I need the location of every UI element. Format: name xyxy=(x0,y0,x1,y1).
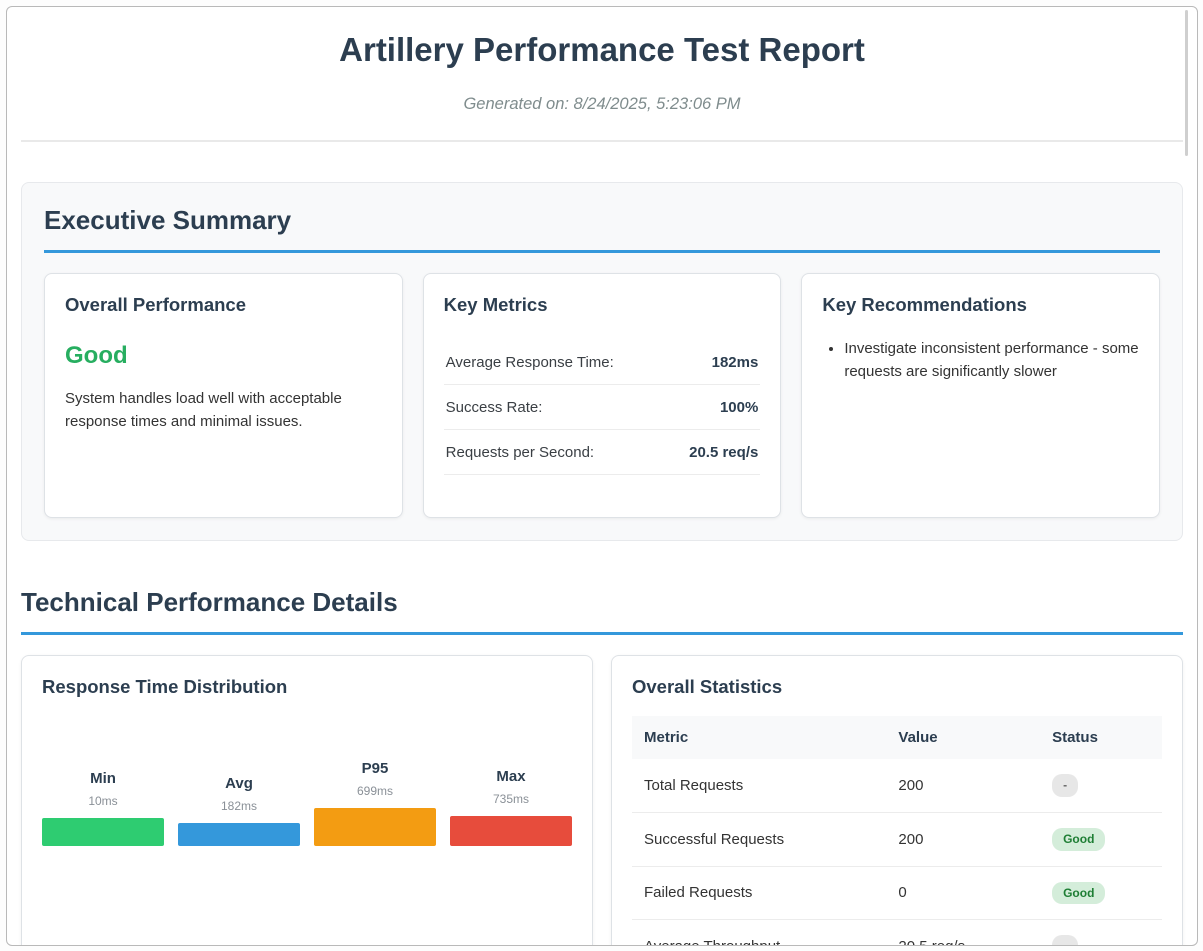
bar-value: 699ms xyxy=(356,784,394,798)
stat-metric: Failed Requests xyxy=(632,866,887,921)
overall-statistics-heading: Overall Statistics xyxy=(632,676,783,697)
status-badge: Good xyxy=(1052,827,1106,851)
executive-summary-heading: Executive Summary xyxy=(44,205,1160,253)
bar-value: 10ms xyxy=(88,794,118,808)
bar-item-min: Min 10ms xyxy=(42,770,164,846)
table-row: Failed Requests 0 Good xyxy=(632,866,1162,921)
bar-min xyxy=(42,818,164,846)
key-recommendations-heading: Key Recommendations xyxy=(822,294,1027,315)
overall-statistics-card: Overall Statistics Metric Value Status T… xyxy=(611,655,1183,945)
metric-value: 20.5 req/s xyxy=(689,444,759,461)
bar-avg xyxy=(178,823,300,846)
response-time-bar-chart: Min 10ms Avg 182ms P95 699ms xyxy=(42,760,572,846)
status-badge: - xyxy=(1052,774,1079,797)
technical-details-grid: Response Time Distribution Min 10ms Avg … xyxy=(21,655,1183,945)
stat-value: 200 xyxy=(886,812,1041,867)
overall-statistics-table: Metric Value Status Total Requests 200 -… xyxy=(632,716,1162,945)
bar-item-p95: P95 699ms xyxy=(314,760,436,846)
key-recommendations-card: Key Recommendations Investigate inconsis… xyxy=(801,273,1160,518)
table-header-row: Metric Value Status xyxy=(632,716,1162,759)
overall-performance-card: Overall Performance Good System handles … xyxy=(44,273,403,518)
stat-metric: Average Throughput xyxy=(632,919,887,945)
page-title: Artillery Performance Test Report xyxy=(339,31,865,68)
response-time-distribution-heading: Response Time Distribution xyxy=(42,676,288,697)
report-header: Artillery Performance Test Report Genera… xyxy=(21,7,1183,142)
stat-value: 200 xyxy=(886,759,1041,813)
bar-value: 182ms xyxy=(220,799,258,813)
stat-value: 0 xyxy=(886,866,1041,921)
column-header-value: Value xyxy=(886,716,1041,759)
metric-value: 182ms xyxy=(711,354,759,371)
metric-row-response-time: Average Response Time: 182ms xyxy=(443,340,761,385)
metric-row-requests-per-second: Requests per Second: 20.5 req/s xyxy=(443,430,761,475)
bar-item-avg: Avg 182ms xyxy=(178,775,300,846)
metric-label: Requests per Second: xyxy=(445,444,595,461)
recommendations-list: Investigate inconsistent performance - s… xyxy=(822,338,1139,383)
metric-row-success-rate: Success Rate: 100% xyxy=(443,385,761,430)
key-metrics-heading: Key Metrics xyxy=(443,294,548,315)
metric-label: Success Rate: xyxy=(445,399,543,416)
bar-label: Max xyxy=(496,768,526,785)
technical-details-heading: Technical Performance Details xyxy=(21,587,1183,635)
performance-rating: Good xyxy=(65,342,128,369)
table-row: Successful Requests 200 Good xyxy=(632,812,1162,867)
metric-label: Average Response Time: xyxy=(445,354,614,371)
status-badge: - xyxy=(1052,935,1079,945)
bar-label: Avg xyxy=(225,775,253,792)
stat-metric: Total Requests xyxy=(632,759,887,813)
report-window: Artillery Performance Test Report Genera… xyxy=(6,6,1198,946)
report-container: Artillery Performance Test Report Genera… xyxy=(7,7,1197,945)
metric-value: 100% xyxy=(719,399,759,416)
key-metrics-card: Key Metrics Average Response Time: 182ms… xyxy=(422,273,782,518)
stat-metric: Successful Requests xyxy=(632,812,887,867)
executive-summary-panel: Executive Summary Overall Performance Go… xyxy=(21,182,1183,541)
table-row: Average Throughput 20.5 req/s - xyxy=(632,919,1162,945)
response-time-distribution-card: Response Time Distribution Min 10ms Avg … xyxy=(21,655,593,945)
column-header-status: Status xyxy=(1040,716,1162,759)
bar-value: 735ms xyxy=(492,792,530,806)
column-header-metric: Metric xyxy=(632,716,887,759)
overall-performance-heading: Overall Performance xyxy=(65,294,246,315)
stat-value: 20.5 req/s xyxy=(886,919,1041,945)
status-badge: Good xyxy=(1052,881,1106,905)
performance-description: System handles load well with acceptable… xyxy=(65,390,342,430)
bar-item-max: Max 735ms xyxy=(450,768,572,846)
recommendation-item: Investigate inconsistent performance - s… xyxy=(844,338,1139,383)
executive-summary-cards: Overall Performance Good System handles … xyxy=(44,273,1160,518)
bar-label: P95 xyxy=(361,760,389,777)
generated-timestamp: Generated on: 8/24/2025, 5:23:06 PM xyxy=(463,95,741,113)
table-row: Total Requests 200 - xyxy=(632,759,1162,813)
header-divider xyxy=(21,140,1183,142)
bar-max xyxy=(450,816,572,846)
bar-label: Min xyxy=(90,770,116,787)
scrollbar-thumb[interactable] xyxy=(1185,10,1188,156)
bar-p95 xyxy=(314,808,436,846)
